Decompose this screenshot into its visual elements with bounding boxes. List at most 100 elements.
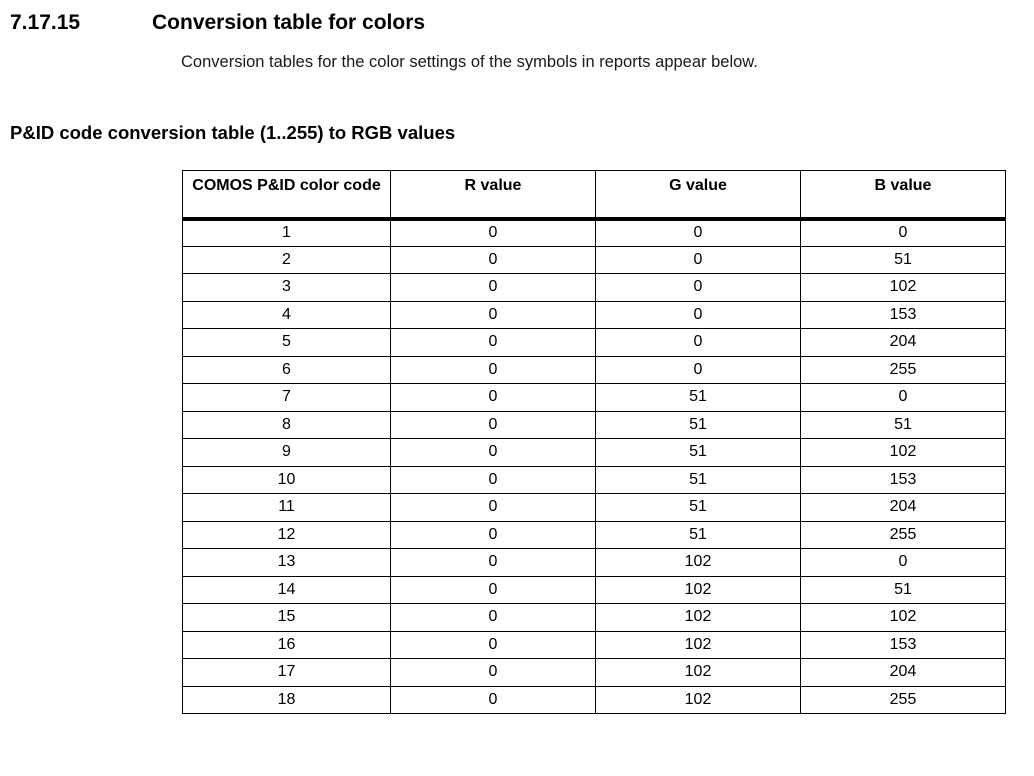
table-row: 7 0 51 0 — [182, 383, 1006, 412]
table-cell: 11 — [182, 493, 391, 522]
table-cell: 204 — [800, 493, 1006, 522]
table-cell: 0 — [390, 355, 596, 384]
table-cell: 102 — [595, 658, 801, 687]
table-title: P&ID code conversion table (1..255) to R… — [10, 122, 456, 143]
table-cell: 0 — [595, 273, 801, 302]
table-cell: 0 — [800, 218, 1006, 247]
table-cell: 0 — [390, 575, 596, 604]
table-cell: 102 — [800, 273, 1006, 302]
table-cell: 102 — [595, 603, 801, 632]
table-row: 11 0 51 204 — [182, 493, 1006, 522]
table-cell: 255 — [800, 520, 1006, 549]
table-row: 5 0 0 204 — [182, 328, 1006, 357]
table-row: 17 0 102 204 — [182, 658, 1006, 687]
table-cell: 3 — [182, 273, 391, 302]
table-cell: 0 — [390, 218, 596, 247]
table-row: 10 0 51 153 — [182, 465, 1006, 494]
table-cell: 12 — [182, 520, 391, 549]
table-cell: 10 — [182, 465, 391, 494]
table-cell: 0 — [390, 328, 596, 357]
table-cell: 102 — [800, 438, 1006, 467]
table-cell: 51 — [595, 383, 801, 412]
intro-text: Conversion tables for the color settings… — [181, 53, 758, 71]
table-cell: 0 — [390, 493, 596, 522]
table-cell: 204 — [800, 658, 1006, 687]
table-row: 4 0 0 153 — [182, 300, 1006, 329]
section-title: Conversion table for colors — [152, 11, 426, 34]
table-cell: 0 — [595, 300, 801, 329]
table-cell: 0 — [390, 465, 596, 494]
table-cell: 2 — [182, 245, 391, 274]
table-cell: 1 — [182, 218, 391, 247]
table-cell: 0 — [390, 520, 596, 549]
table-cell: 9 — [182, 438, 391, 467]
table-header-cell: COMOS P&ID color code — [182, 170, 391, 221]
table-cell: 4 — [182, 300, 391, 329]
table-cell: 51 — [595, 465, 801, 494]
table-cell: 6 — [182, 355, 391, 384]
conversion-table: COMOS P&ID color code R value G value B val… — [182, 170, 1006, 714]
table-cell: 255 — [800, 685, 1006, 714]
table-header-cell: G value — [595, 170, 801, 221]
table-cell: 51 — [800, 245, 1006, 274]
table-cell: 102 — [800, 603, 1006, 632]
table-cell: 0 — [390, 273, 596, 302]
table-cell: 16 — [182, 630, 391, 659]
table-cell: 13 — [182, 548, 391, 577]
table-cell: 51 — [595, 410, 801, 439]
table-cell: 0 — [390, 685, 596, 714]
table-row: 3 0 0 102 — [182, 273, 1006, 302]
table-header-cell: R value — [390, 170, 596, 221]
table-cell: 0 — [595, 218, 801, 247]
table-cell: 8 — [182, 410, 391, 439]
table-cell: 255 — [800, 355, 1006, 384]
table-cell: 0 — [390, 438, 596, 467]
table-cell: 0 — [595, 328, 801, 357]
table-cell: 51 — [595, 493, 801, 522]
table-row: 12 0 51 255 — [182, 520, 1006, 549]
table-cell: 204 — [800, 328, 1006, 357]
table-cell: 102 — [595, 630, 801, 659]
table-header-cell: B value — [800, 170, 1006, 221]
table-row: 14 0 102 51 — [182, 575, 1006, 604]
table-cell: 0 — [595, 355, 801, 384]
table-cell: 51 — [595, 438, 801, 467]
table-cell: 0 — [800, 383, 1006, 412]
table-cell: 102 — [595, 685, 801, 714]
section-heading: 7.17.15 Conversion table for colors — [10, 11, 425, 35]
table-header-row: COMOS P&ID color code R value G value B val… — [182, 170, 1006, 221]
table-cell: 15 — [182, 603, 391, 632]
table-cell: 7 — [182, 383, 391, 412]
table-cell: 0 — [390, 410, 596, 439]
table-row: 18 0 102 255 — [182, 685, 1006, 714]
table-cell: 51 — [800, 410, 1006, 439]
table-cell: 153 — [800, 465, 1006, 494]
table-cell: 17 — [182, 658, 391, 687]
table-cell: 0 — [595, 245, 801, 274]
table-cell: 0 — [390, 245, 596, 274]
table-row: 13 0 102 0 — [182, 548, 1006, 577]
table-cell: 0 — [390, 603, 596, 632]
table-cell: 18 — [182, 685, 391, 714]
table-row: 6 0 0 255 — [182, 355, 1006, 384]
table-body: 1 0 0 0 2 0 0 51 3 0 0 102 4 0 0 153 5 0 0 204 6 0 0 255 7 0 51 0 8 0… — [182, 218, 1006, 714]
table-row: 9 0 51 102 — [182, 438, 1006, 467]
table-cell: 153 — [800, 300, 1006, 329]
table-row: 2 0 0 51 — [182, 245, 1006, 274]
table-cell: 102 — [595, 575, 801, 604]
table-cell: 0 — [390, 658, 596, 687]
table-cell: 5 — [182, 328, 391, 357]
table-cell: 0 — [390, 300, 596, 329]
table-row: 16 0 102 153 — [182, 630, 1006, 659]
section-number: 7.17.15 — [10, 11, 81, 34]
table-cell: 0 — [390, 630, 596, 659]
table-row: 15 0 102 102 — [182, 603, 1006, 632]
table-cell: 51 — [595, 520, 801, 549]
table-cell: 0 — [390, 548, 596, 577]
table-cell: 153 — [800, 630, 1006, 659]
table-cell: 102 — [595, 548, 801, 577]
table-row: 8 0 51 51 — [182, 410, 1006, 439]
table-cell: 51 — [800, 575, 1006, 604]
table-cell: 14 — [182, 575, 391, 604]
